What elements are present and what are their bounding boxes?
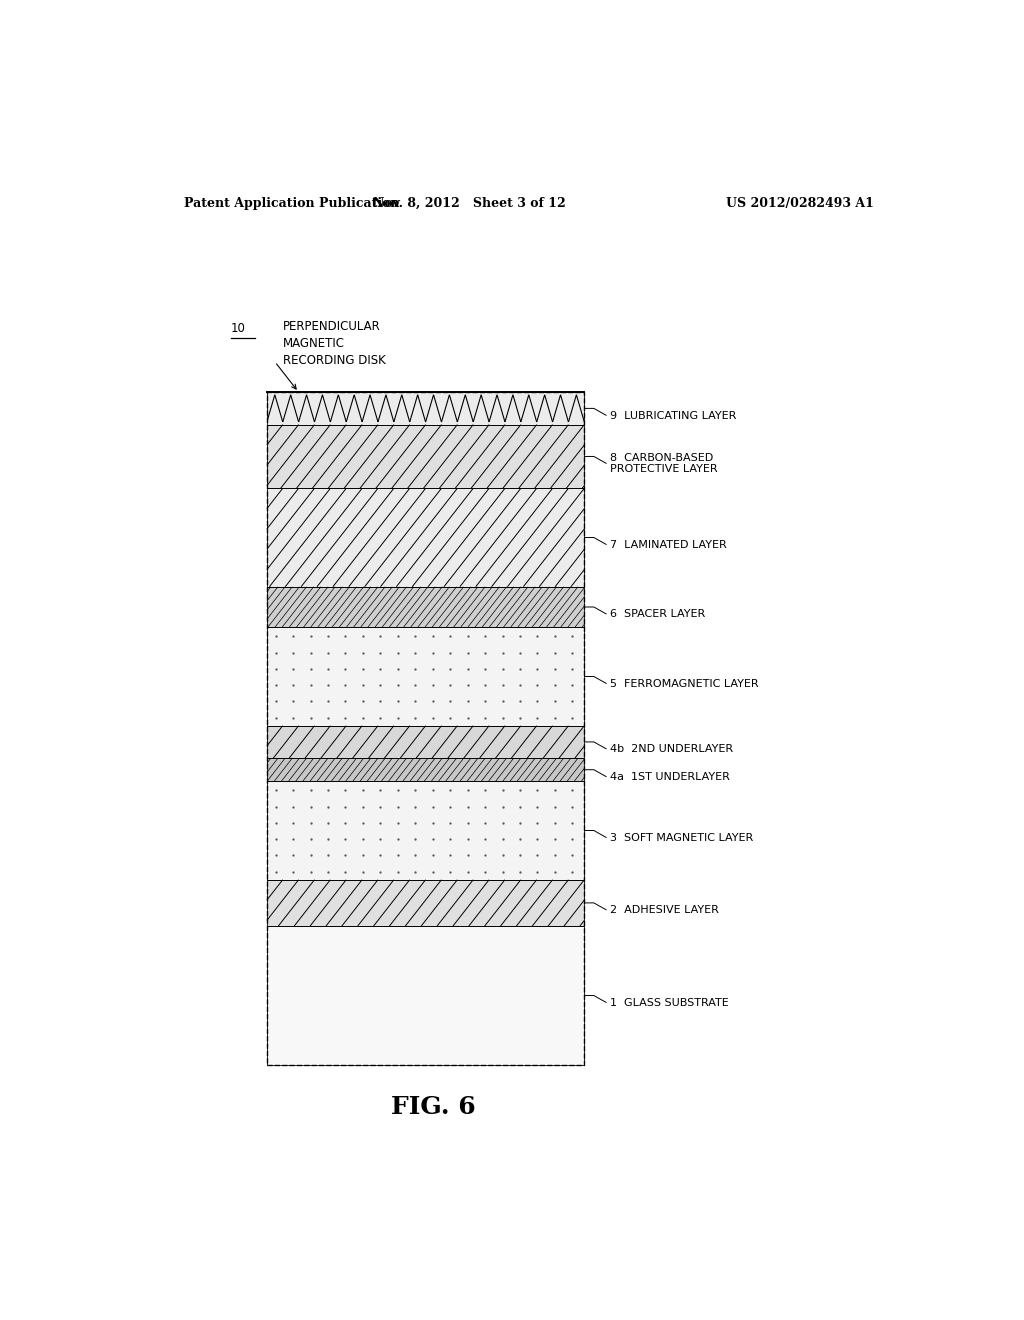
Bar — [267, 879, 585, 927]
Text: 8  CARBON-BASED
PROTECTIVE LAYER: 8 CARBON-BASED PROTECTIVE LAYER — [609, 453, 718, 474]
Bar — [267, 726, 585, 758]
Bar — [267, 726, 585, 758]
Text: 9  LUBRICATING LAYER: 9 LUBRICATING LAYER — [609, 411, 736, 421]
Text: US 2012/0282493 A1: US 2012/0282493 A1 — [726, 197, 873, 210]
Text: 1  GLASS SUBSTRATE: 1 GLASS SUBSTRATE — [609, 998, 728, 1007]
Text: 6  SPACER LAYER: 6 SPACER LAYER — [609, 609, 705, 619]
Text: 10: 10 — [231, 322, 246, 335]
Bar — [267, 781, 585, 879]
Bar — [267, 758, 585, 781]
Bar — [267, 927, 585, 1065]
Bar — [267, 425, 585, 488]
Bar — [267, 927, 585, 1065]
Bar — [267, 879, 585, 927]
Text: 2  ADHESIVE LAYER: 2 ADHESIVE LAYER — [609, 906, 719, 915]
Text: Nov. 8, 2012   Sheet 3 of 12: Nov. 8, 2012 Sheet 3 of 12 — [373, 197, 565, 210]
Bar — [267, 781, 585, 879]
Bar — [267, 392, 585, 1065]
Bar — [267, 627, 585, 726]
Bar — [267, 392, 585, 425]
Bar — [267, 392, 585, 425]
Bar — [267, 627, 585, 726]
Text: 4a  1ST UNDERLAYER: 4a 1ST UNDERLAYER — [609, 772, 729, 781]
Bar — [267, 488, 585, 586]
Text: 7  LAMINATED LAYER: 7 LAMINATED LAYER — [609, 540, 726, 549]
Text: 4b  2ND UNDERLAYER: 4b 2ND UNDERLAYER — [609, 744, 733, 754]
Bar — [267, 488, 585, 586]
Text: FIG. 6: FIG. 6 — [391, 1094, 476, 1119]
Bar — [267, 586, 585, 627]
Bar — [267, 758, 585, 781]
Text: Patent Application Publication: Patent Application Publication — [183, 197, 399, 210]
Bar — [267, 586, 585, 627]
Text: 5  FERROMAGNETIC LAYER: 5 FERROMAGNETIC LAYER — [609, 678, 759, 689]
Text: 3  SOFT MAGNETIC LAYER: 3 SOFT MAGNETIC LAYER — [609, 833, 753, 842]
Bar — [267, 425, 585, 488]
Text: PERPENDICULAR
MAGNETIC
RECORDING DISK: PERPENDICULAR MAGNETIC RECORDING DISK — [283, 319, 385, 367]
